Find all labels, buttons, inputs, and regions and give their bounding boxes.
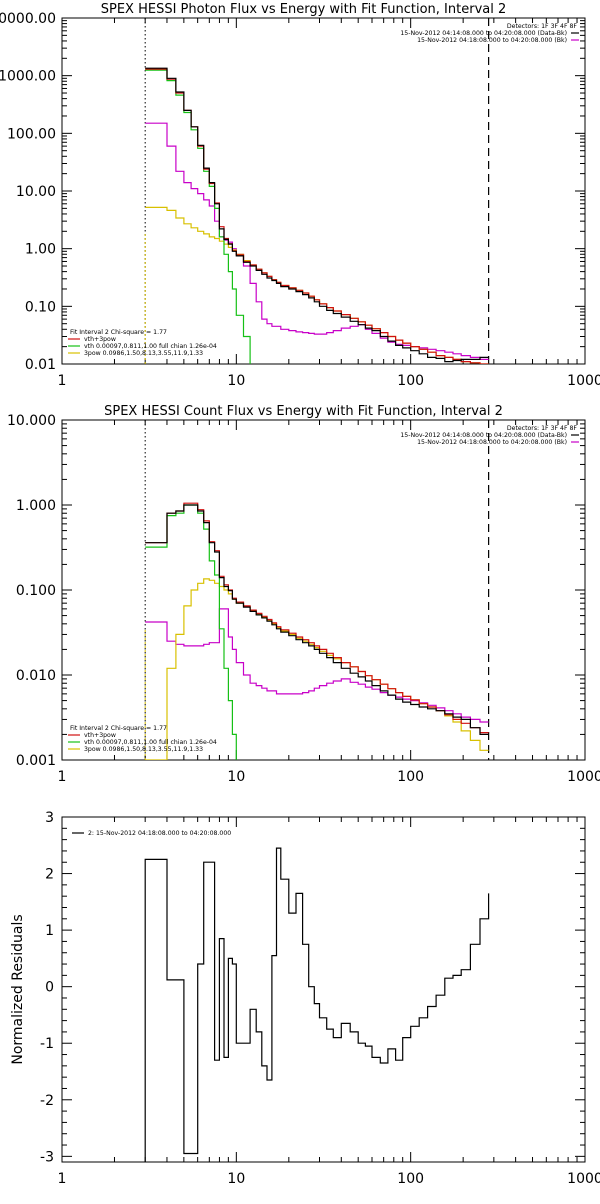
series-total <box>145 502 489 734</box>
series-background <box>145 608 489 723</box>
legend-top-entry: 15-Nov-2012 04:18:08.000 to 04:20:08.000… <box>417 439 567 446</box>
y-tick-label: 1000.00 <box>0 69 56 85</box>
x-tick-label: 1 <box>58 769 67 785</box>
x-tick-label: 10 <box>227 1171 245 1187</box>
x-tick-label: 10 <box>227 373 245 389</box>
x-axis: 1 10 100 1000 <box>58 420 600 785</box>
y-tick-label: 100.00 <box>7 126 56 142</box>
x-tick-label: 10 <box>227 769 245 785</box>
panel-3: 1 10 100 1000 -3 -2 -1 0 1 2 3 2: 15-Nov-2012 04:18… <box>10 810 600 1187</box>
y-axis-label: Normalized Residuals <box>10 914 26 1064</box>
x-tick-label: 1000 <box>567 1171 600 1187</box>
legend-bottom-entry: Fit Interval 2 Chi-square = 1.77 <box>70 329 167 336</box>
series-power <box>145 206 489 364</box>
y-tick-label: -3 <box>40 1149 54 1165</box>
y-axis: -3 -2 -1 0 1 2 3 <box>40 810 585 1165</box>
series-group <box>144 18 490 364</box>
legend-top-entry: 15-Nov-2012 04:14:08.000 to 04:20:08.000… <box>400 30 567 37</box>
y-tick-label: 10.000 <box>7 413 56 429</box>
legend-bottom-entry: vth 0.00097,0.811,1.00 full chian 1.26e-… <box>84 343 217 350</box>
x-tick-label: 100 <box>397 769 424 785</box>
plot-frame <box>61 816 586 1163</box>
x-axis: 1 10 100 1000 <box>58 817 600 1187</box>
y-tick-label: 0000.00 <box>0 11 56 27</box>
legend-bottom-entry: Fit Interval 2 Chi-square = 1.77 <box>70 725 167 732</box>
y-tick-label: 0.01 <box>25 357 56 373</box>
y-tick-label: 1.00 <box>25 242 56 258</box>
series-group <box>144 420 490 760</box>
x-axis: 1 10 100 1000 <box>58 18 600 389</box>
legend-bottom-entry: 3pow 0.0986,1.50,8.13,3.55,11.9,1.33 <box>84 350 203 357</box>
series-power <box>145 578 489 760</box>
legend-bottom: Fit Interval 2 Chi-square = 1.77vth+3pow… <box>68 329 217 357</box>
series-data <box>145 504 489 735</box>
plot-frame <box>61 17 586 365</box>
series-background <box>145 122 489 360</box>
y-tick-label: 10.00 <box>16 184 56 200</box>
y-tick-label: 0.001 <box>16 753 56 769</box>
y-axis: 0.01 0.10 1.00 10.00 100.00 1000.00 0000.00 <box>0 11 585 373</box>
y-tick-label: 0.010 <box>16 668 56 684</box>
x-tick-label: 100 <box>397 1171 424 1187</box>
panel-1: 1 10 100 1000 0.01 0.10 1.00 10.00 100.00 1000.00… <box>0 2 600 389</box>
x-tick-label: 1000 <box>567 373 600 389</box>
series-total <box>145 68 489 364</box>
y-tick-label: 0.100 <box>16 583 56 599</box>
series-group <box>144 847 490 1162</box>
legend-top-entry: 15-Nov-2012 04:18:08.000 to 04:20:08.000… <box>417 37 567 44</box>
legend-top-entry: Detectors: 1F 3F 4F 8F <box>507 23 578 30</box>
series-thermal <box>145 69 251 364</box>
y-tick-label: 1 <box>45 923 54 939</box>
legend-bottom-entry: vth 0.00097,0.811,1.00 full chian 1.26e-… <box>84 739 217 746</box>
legend-top-entry: Detectors: 1F 3F 4F 8F <box>507 425 578 432</box>
y-tick-label: 1.000 <box>16 498 56 514</box>
x-tick-label: 1 <box>58 1171 67 1187</box>
series-thermal <box>145 504 237 760</box>
y-tick-label: 0.10 <box>25 299 56 315</box>
legend-bottom-entry: vth+3pow <box>84 336 116 343</box>
legend-entry: 2: 15-Nov-2012 04:18:08.000 to 04:20:08.… <box>88 830 231 837</box>
series-residuals <box>144 847 490 1162</box>
y-tick-label: 3 <box>45 810 54 826</box>
series-data <box>145 67 489 363</box>
y-tick-label: -1 <box>40 1036 54 1052</box>
legend-bottom: Fit Interval 2 Chi-square = 1.77vth+3pow… <box>68 725 217 753</box>
chart-title: SPEX HESSI Photon Flux vs Energy with Fi… <box>101 2 507 17</box>
chart-title: SPEX HESSI Count Flux vs Energy with Fit… <box>104 404 503 419</box>
x-tick-label: 100 <box>397 373 424 389</box>
x-tick-label: 1 <box>58 373 67 389</box>
x-tick-label: 1000 <box>567 769 600 785</box>
legend-top-entry: 15-Nov-2012 04:14:08.000 to 04:20:08.000… <box>400 432 567 439</box>
panel-2: 1 10 100 1000 0.001 0.010 0.100 1.000 10.000 SPEX… <box>7 404 600 785</box>
y-tick-label: -2 <box>40 1093 54 1109</box>
legend-bottom-entry: vth+3pow <box>84 732 116 739</box>
plot-frame <box>61 419 586 761</box>
legend-bottom-entry: 3pow 0.0986,1.50,8.13,3.55,11.9,1.33 <box>84 746 203 753</box>
y-axis: 0.001 0.010 0.100 1.000 10.000 <box>7 413 585 769</box>
y-tick-label: 0 <box>45 980 54 996</box>
y-tick-label: 2 <box>45 867 54 883</box>
legend: 2: 15-Nov-2012 04:18:08.000 to 04:20:08.… <box>72 830 231 837</box>
